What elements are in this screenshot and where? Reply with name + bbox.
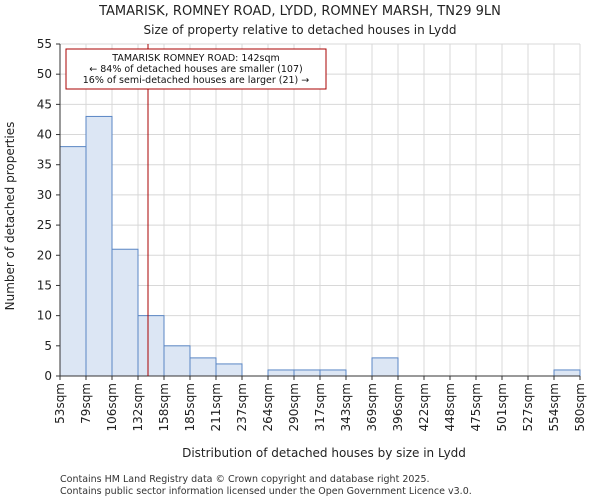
x-tick-label: 501sqm bbox=[495, 383, 509, 431]
y-tick-label: 5 bbox=[44, 339, 52, 353]
y-tick-label: 45 bbox=[37, 97, 52, 111]
x-tick-label: 475sqm bbox=[469, 383, 483, 431]
y-tick-labels: 0 5 10 15 20 25 30 35 40 45 50 55 bbox=[37, 37, 60, 383]
x-tick-label: 79sqm bbox=[79, 383, 93, 424]
x-tick-label: 264sqm bbox=[261, 383, 275, 431]
x-tick-label: 237sqm bbox=[235, 383, 249, 431]
bar-79sqm bbox=[85, 115, 113, 377]
annotation-line-1: TAMARISK ROMNEY ROAD: 142sqm bbox=[111, 53, 279, 64]
annotation-box: TAMARISK ROMNEY ROAD: 142sqm ← 84% of de… bbox=[65, 48, 327, 90]
x-tick-label: 53sqm bbox=[53, 383, 67, 424]
bars bbox=[59, 115, 581, 377]
chart-subtitle: Size of property relative to detached ho… bbox=[144, 23, 457, 37]
x-tick-label: 554sqm bbox=[547, 383, 561, 431]
x-tick-label: 448sqm bbox=[443, 383, 457, 431]
bar-264sqm bbox=[267, 369, 295, 377]
x-tick-label: 211sqm bbox=[209, 383, 223, 431]
y-tick-label: 40 bbox=[37, 128, 52, 142]
x-axis-label: Distribution of detached houses by size … bbox=[182, 446, 466, 460]
y-tick-label: 55 bbox=[37, 37, 52, 51]
y-axis-label: Number of detached properties bbox=[3, 122, 17, 311]
footer-line-1: Contains HM Land Registry data © Crown c… bbox=[60, 474, 430, 485]
y-tick-label: 25 bbox=[37, 218, 52, 232]
y-tick-label: 0 bbox=[44, 369, 52, 383]
bar-132sqm bbox=[137, 315, 165, 377]
x-tick-label: 396sqm bbox=[391, 383, 405, 431]
bar-158sqm bbox=[163, 345, 191, 377]
x-tick-label: 185sqm bbox=[183, 383, 197, 431]
bar-554sqm bbox=[553, 369, 581, 377]
annotation-border bbox=[65, 48, 327, 90]
bar-106sqm bbox=[111, 248, 139, 377]
x-tick-label: 290sqm bbox=[287, 383, 301, 431]
y-tick-label: 20 bbox=[37, 248, 52, 262]
y-tick-label: 10 bbox=[37, 309, 52, 323]
annotation-line-3: 16% of semi-detached houses are larger (… bbox=[83, 75, 310, 86]
chart-title: TAMARISK, ROMNEY ROAD, LYDD, ROMNEY MARS… bbox=[98, 4, 501, 19]
bar-211sqm bbox=[215, 363, 243, 377]
bar-369sqm bbox=[371, 357, 399, 377]
bar-53sqm bbox=[59, 146, 87, 377]
y-tick-label: 35 bbox=[37, 158, 52, 172]
x-tick-label: 158sqm bbox=[157, 383, 171, 431]
bar-185sqm bbox=[189, 357, 217, 377]
y-tick-label: 15 bbox=[37, 278, 52, 292]
bar-317sqm bbox=[319, 369, 347, 377]
x-tick-label: 422sqm bbox=[417, 383, 431, 431]
x-tick-labels: 53sqm 79sqm 106sqm 132sqm 158sqm 185sqm 211sqm… bbox=[53, 376, 587, 431]
x-tick-label: 106sqm bbox=[105, 383, 119, 431]
annotation-line-2: ← 84% of detached houses are smaller (10… bbox=[89, 64, 302, 75]
x-tick-label: 527sqm bbox=[521, 383, 535, 431]
footer-line-2: Contains public sector information licen… bbox=[60, 486, 472, 497]
x-tick-label: 580sqm bbox=[573, 383, 587, 431]
x-tick-label: 317sqm bbox=[313, 383, 327, 431]
x-tick-label: 132sqm bbox=[131, 383, 145, 431]
x-tick-label: 369sqm bbox=[365, 383, 379, 431]
y-tick-label: 50 bbox=[37, 67, 52, 81]
bar-290sqm bbox=[293, 369, 321, 377]
x-tick-label: 343sqm bbox=[339, 383, 353, 431]
y-tick-label: 30 bbox=[37, 188, 52, 202]
